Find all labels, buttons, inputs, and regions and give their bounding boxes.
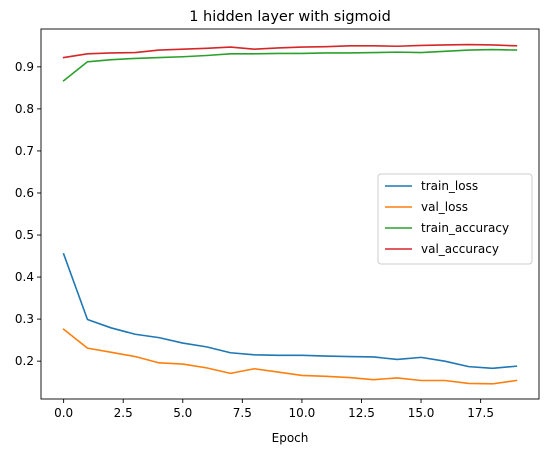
axes: 0.0 2.5 5.0 7.5 10.0 12.5 15.0 17.5 0.2 0.3 0.4 0.5… <box>15 28 540 420</box>
axes-frame <box>40 28 540 400</box>
legend-label-train-accuracy: train_accuracy <box>421 221 509 235</box>
x-tick-label: 7.5 <box>233 406 252 420</box>
legend: train_loss val_loss train_accuracy val_accu… <box>377 173 533 265</box>
y-tick-label: 0.4 <box>15 270 34 284</box>
legend-label-train-loss: train_loss <box>421 179 478 193</box>
y-tick-label: 0.2 <box>15 354 34 368</box>
series-line-train-loss <box>62 252 518 370</box>
x-tick-label: 15.0 <box>408 406 435 420</box>
chart-title: 1 hidden layer with sigmoid <box>189 9 391 25</box>
series-line-val-loss <box>62 328 518 385</box>
legend-label-val-accuracy: val_accuracy <box>421 242 499 256</box>
y-tick-label: 0.7 <box>15 144 34 158</box>
y-tick-label: 0.3 <box>15 312 34 326</box>
plot-area <box>62 43 518 385</box>
series-line-train-accuracy <box>62 48 518 82</box>
x-tick-label: 5.0 <box>173 406 192 420</box>
y-tick-label: 0.9 <box>15 60 34 74</box>
x-tick-label: 0.0 <box>54 406 73 420</box>
x-tick-label: 12.5 <box>348 406 375 420</box>
series-line-val-accuracy <box>62 43 518 59</box>
legend-label-val-loss: val_loss <box>421 200 468 214</box>
x-tick-label: 2.5 <box>114 406 133 420</box>
x-tick-label: 10.0 <box>289 406 316 420</box>
legend-box <box>377 173 533 265</box>
x-tick-label: 17.5 <box>467 406 494 420</box>
x-axis-label: Epoch <box>272 431 309 445</box>
y-tick-label: 0.8 <box>15 102 34 116</box>
y-tick-label: 0.6 <box>15 186 34 200</box>
y-tick-label: 0.5 <box>15 228 34 242</box>
